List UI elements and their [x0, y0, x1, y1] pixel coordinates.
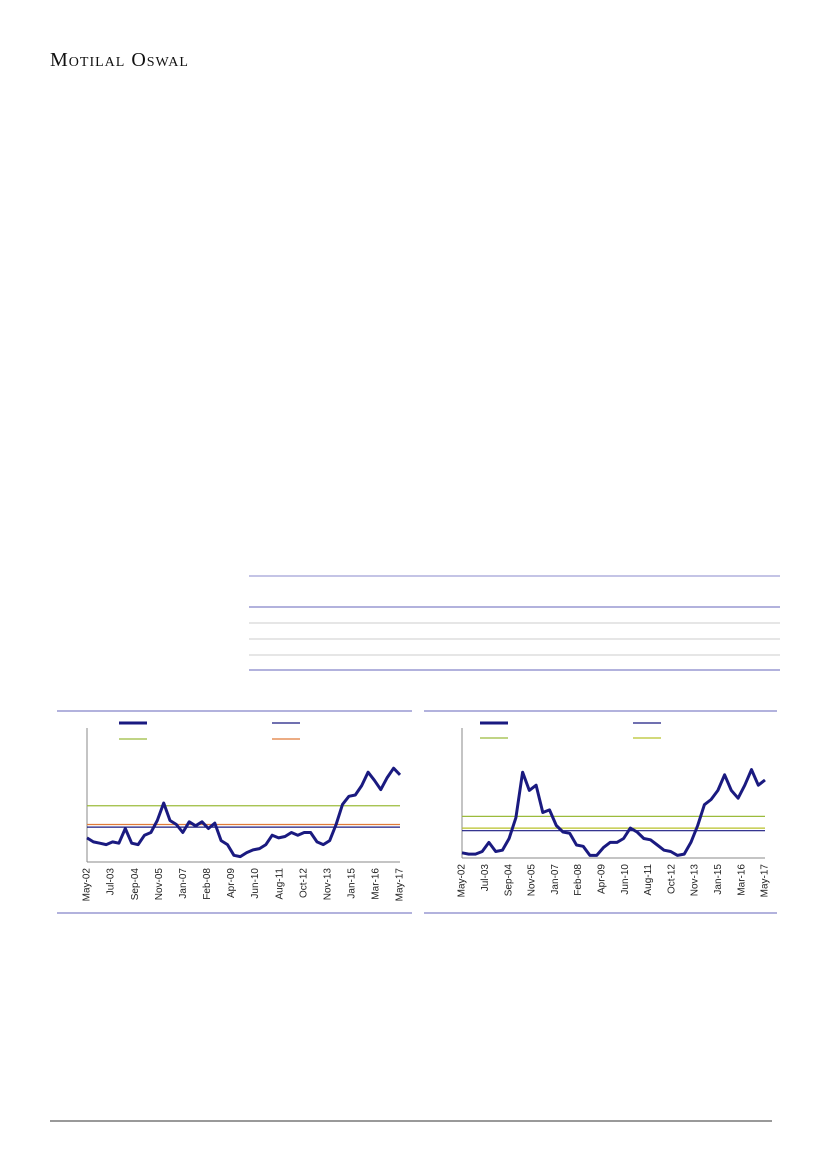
- x-tick-label: Sep-04: [130, 868, 141, 901]
- x-tick-label: Nov-13: [690, 864, 701, 897]
- x-tick-label: Jul-03: [480, 864, 491, 892]
- x-tick-label: Oct-12: [666, 864, 677, 894]
- x-tick-label: May-17: [395, 868, 406, 902]
- x-tick-label: Nov-13: [322, 868, 333, 901]
- x-tick-label: May-17: [760, 864, 771, 898]
- x-tick-label: Jan-07: [178, 868, 189, 899]
- x-tick-label: Mar-16: [371, 868, 382, 900]
- brand: Motilal Oswal: [50, 49, 189, 71]
- x-tick-label: Jun-10: [620, 864, 631, 895]
- x-tick-label: Apr-09: [226, 868, 237, 898]
- x-tick-label: Apr-09: [596, 864, 607, 894]
- x-tick-label: Aug-11: [274, 868, 285, 900]
- x-tick-label: May-02: [457, 864, 468, 898]
- x-tick-label: Jun-10: [250, 868, 261, 899]
- data-line: [86, 766, 402, 859]
- table: [249, 575, 780, 671]
- x-tick-label: Mar-16: [736, 864, 747, 896]
- x-tick-label: Nov-05: [154, 868, 165, 901]
- x-tick-label: Aug-11: [643, 864, 654, 896]
- x-tick-label: May-02: [82, 868, 93, 902]
- x-tick-label: Nov-05: [527, 864, 538, 897]
- x-tick-label: Feb-08: [202, 868, 213, 900]
- x-tick-label: Oct-12: [298, 868, 309, 898]
- data-line: [461, 768, 766, 857]
- x-tick-label: Jan-07: [550, 864, 561, 895]
- x-tick-label: Sep-04: [503, 864, 514, 897]
- x-tick-label: Feb-08: [573, 864, 584, 896]
- x-tick-label: Jan-15: [713, 864, 724, 895]
- x-tick-label: Jul-03: [106, 868, 117, 896]
- x-tick-label: Jan-15: [346, 868, 357, 899]
